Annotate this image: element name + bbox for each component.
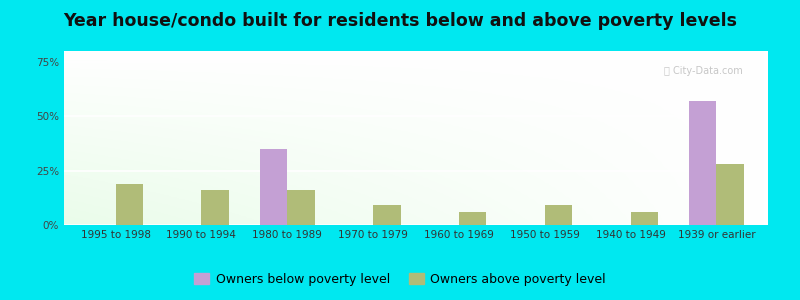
Text: Year house/condo built for residents below and above poverty levels: Year house/condo built for residents bel…	[63, 12, 737, 30]
Legend: Owners below poverty level, Owners above poverty level: Owners below poverty level, Owners above…	[190, 268, 610, 291]
Bar	[689, 101, 717, 225]
Bar	[717, 164, 744, 225]
Bar	[545, 206, 572, 225]
Bar	[115, 184, 143, 225]
Bar	[373, 206, 401, 225]
Bar	[260, 149, 287, 225]
Bar	[459, 212, 486, 225]
Bar	[630, 212, 658, 225]
Bar	[287, 190, 314, 225]
Text: ⓘ City-Data.com: ⓘ City-Data.com	[664, 66, 742, 76]
Bar	[202, 190, 229, 225]
